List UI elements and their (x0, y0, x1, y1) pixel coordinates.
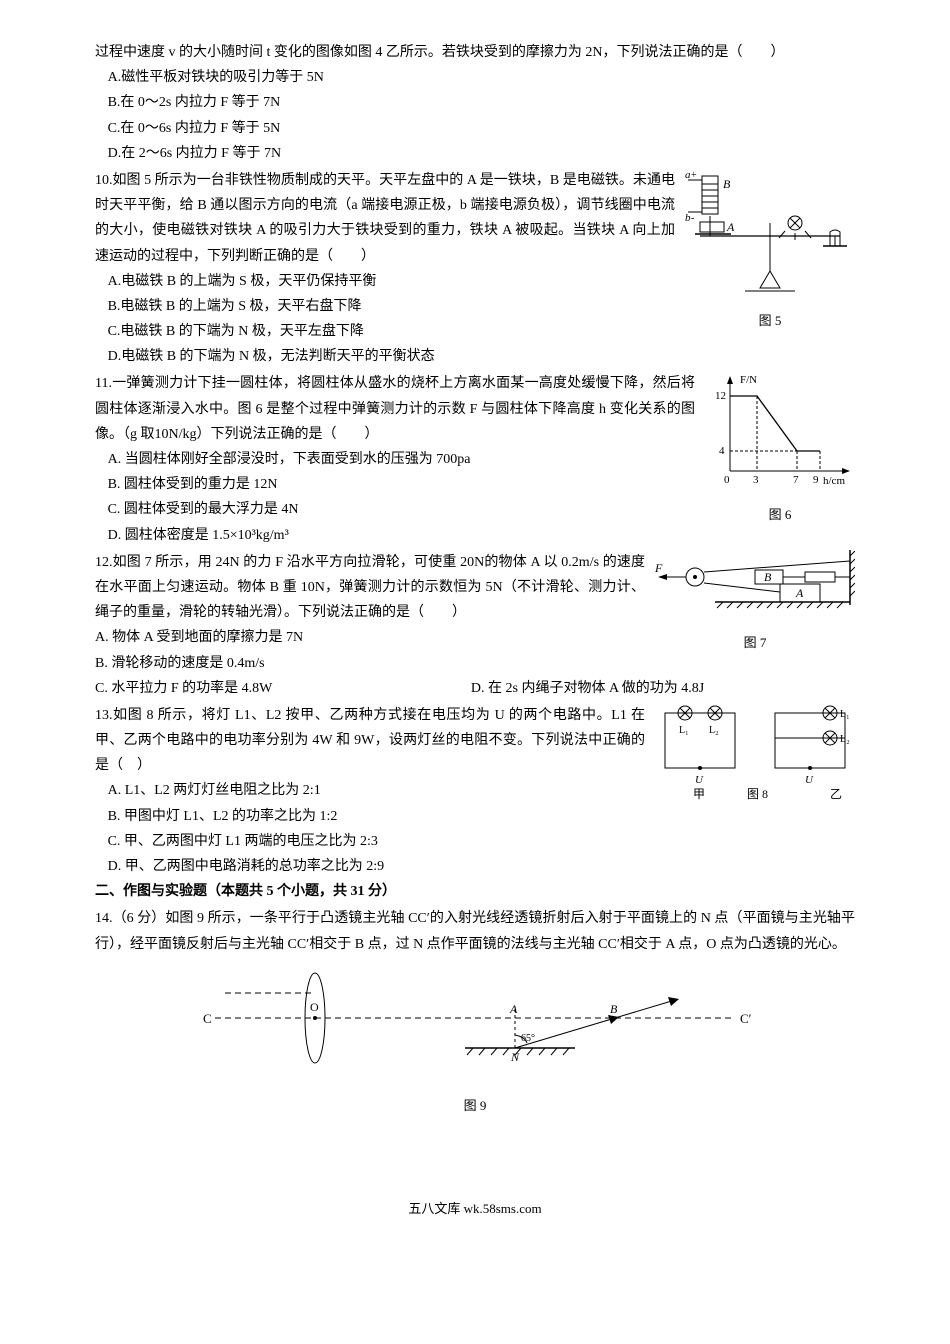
q13-opt-c: C. 甲、乙两图中灯 L1 两端的电压之比为 2:3 (95, 829, 855, 854)
q14-block: 14.（6 分）如图 9 所示，一条平行于凸透镜主光轴 CC′的入射光线经透镜折… (95, 906, 855, 1117)
fig6-ylabel: F/N (740, 374, 757, 386)
fig7-caption: 图 7 (655, 631, 855, 654)
q10-block: B a + b - A 图 5 10.如图 5 (95, 168, 855, 370)
fig6-xlabel: h/cm (823, 475, 845, 487)
q12-opt-c: C. 水平拉力 F 的功率是 4.8W (95, 676, 467, 701)
fig9-N: N (510, 1050, 520, 1064)
q11-block: F/N h/cm 12 4 0 3 7 9 图 6 11.一弹簧测力计下挂一圆柱… (95, 371, 855, 547)
fig5-B-label: B (723, 177, 731, 191)
section-2-title: 二、作图与实验题（本题共 5 个小题，共 31 分） (95, 879, 855, 904)
fig7-B-label: B (764, 570, 772, 584)
fig7-A-label: A (795, 586, 804, 600)
fig8-yi: 乙 (830, 787, 842, 801)
fig9-C: C (203, 1011, 212, 1026)
fig8-caption: 图 8 (747, 787, 768, 801)
fig5-plus: + (691, 170, 697, 181)
fig9-Cp: C′ (740, 1011, 752, 1026)
fig8-Ua: U (695, 774, 704, 786)
fig9-angle: 65° (521, 1033, 535, 1044)
fig9-caption: 图 9 (95, 1094, 855, 1117)
fig8-jia: 甲 (693, 787, 705, 801)
fig5-A-label: A (726, 220, 735, 234)
lens-svg: C C′ O N A (195, 963, 755, 1083)
q12-opt-d: D. 在 2s 内绳子对物体 A 做的功为 4.8J (471, 676, 843, 701)
balance-svg: B a + b - A (685, 168, 855, 298)
fig6-x7: 7 (793, 474, 799, 486)
q9-opt-c: C.在 0～6s 内拉力 F 等于 5N (95, 116, 855, 141)
fig8-L2b: L₂ (840, 734, 850, 745)
q9-opt-b: B.在 0～2s 内拉力 F 等于 7N (95, 90, 855, 115)
q13-block: L₁ L₂ U 甲 L₁ L₂ U 乙 图 8 13.如图 (95, 703, 855, 879)
fig8-Ub: U (805, 774, 814, 786)
q13-opt-d: D. 甲、乙两图中电路消耗的总功率之比为 2:9 (95, 854, 855, 879)
q9-opt-a: A.磁性平板对铁块的吸引力等于 5N (95, 65, 855, 90)
fig9-O: O (310, 1000, 319, 1014)
fig6-x9: 9 (813, 474, 819, 486)
fig6-x0: 0 (724, 474, 730, 486)
fig8-L1a: L₁ (679, 725, 689, 736)
graph-svg: F/N h/cm 12 4 0 3 7 9 (705, 371, 855, 491)
figure-8: L₁ L₂ U 甲 L₁ L₂ U 乙 图 8 (655, 703, 855, 812)
q9-intro: 过程中速度 v 的大小随时间 t 变化的图像如图 4 乙所示。若铁块受到的摩擦力… (95, 40, 855, 65)
q10-opt-d: D.电磁铁 B 的下端为 N 极，无法判断天平的平衡状态 (95, 344, 855, 369)
fig7-F-label: F (655, 561, 663, 575)
figure-5: B a + b - A 图 5 (685, 168, 855, 333)
fig9-B: B (610, 1002, 618, 1016)
fig6-y4: 4 (719, 445, 725, 457)
q9-opt-d: D.在 2～6s 内拉力 F 等于 7N (95, 141, 855, 166)
figure-6: F/N h/cm 12 4 0 3 7 9 图 6 (705, 371, 855, 526)
q12-opt-a: A. 物体 A 受到地面的摩擦力是 7N (95, 625, 467, 650)
fig9-A: A (509, 1002, 518, 1016)
fig6-y12: 12 (715, 390, 726, 402)
q12-block: A B F 图 7 12.如图 7 所示，用 24N 的力 F 沿水平方向拉滑轮… (95, 550, 855, 701)
figure-7: A B F 图 7 (655, 550, 855, 655)
fig5-minus: - (691, 213, 694, 224)
figure-9: C C′ O N A (95, 963, 855, 1118)
q12-opt-b: B. 滑轮移动的速度是 0.4m/s (95, 651, 467, 676)
fig6-x3: 3 (753, 474, 759, 486)
fig6-caption: 图 6 (705, 503, 855, 526)
fig8-L2a: L₂ (709, 725, 719, 736)
fig8-L1b: L₁ (840, 709, 850, 720)
q14-stem: 14.（6 分）如图 9 所示，一条平行于凸透镜主光轴 CC′的入射光线经透镜折… (95, 906, 855, 956)
fig5-caption: 图 5 (685, 309, 855, 332)
page-footer: 五八文库 wk.58sms.com (95, 1197, 855, 1220)
circuits-svg: L₁ L₂ U 甲 L₁ L₂ U 乙 图 8 (655, 703, 855, 803)
q12-opts-cd: C. 水平拉力 F 的功率是 4.8W D. 在 2s 内绳子对物体 A 做的功… (95, 676, 855, 701)
pulley-svg: A B F (655, 550, 855, 620)
q11-opt-d: D. 圆柱体密度是 1.5×10³kg/m³ (95, 523, 855, 548)
